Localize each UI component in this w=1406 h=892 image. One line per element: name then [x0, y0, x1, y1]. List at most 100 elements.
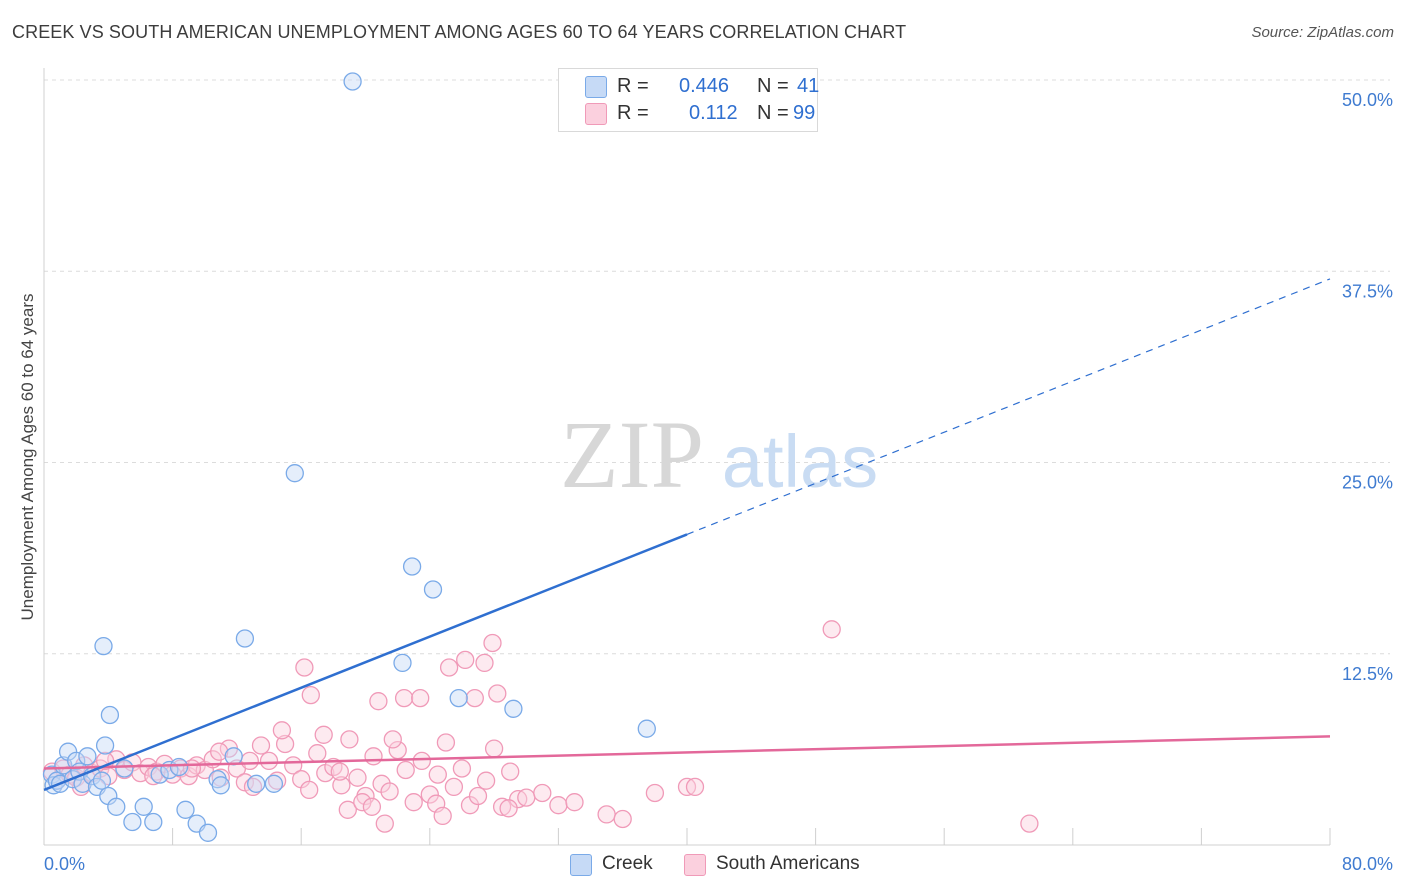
- south-americans-point: [348, 768, 367, 787]
- south-americans-point: [452, 759, 472, 778]
- n-label: N =: [757, 75, 789, 97]
- south-americans-point: [565, 793, 584, 812]
- creek-point: [169, 757, 189, 777]
- watermark-atlas: atlas: [722, 420, 878, 503]
- series-legend: Creek South Americans: [0, 852, 1406, 878]
- south-americans-point: [362, 797, 382, 816]
- south-americans-point: [465, 688, 484, 708]
- south-americans-point: [275, 734, 295, 754]
- r-value: 0.112: [689, 102, 738, 124]
- south-americans-point: [267, 771, 287, 790]
- south-americans-point: [144, 766, 163, 786]
- creek-point: [198, 823, 218, 842]
- south-americans-point: [404, 793, 423, 812]
- creek-point: [134, 797, 153, 816]
- creek-point: [504, 699, 523, 718]
- south-americans-point: [210, 742, 229, 761]
- south-americans-points: [42, 620, 1039, 833]
- grid-lines: [44, 79, 1390, 655]
- creek-point: [123, 812, 142, 832]
- south-americans-point: [380, 782, 399, 801]
- south-americans-point: [492, 797, 512, 816]
- chart-source: Source: ZipAtlas.com: [1251, 24, 1394, 41]
- south-americans-point: [300, 780, 319, 800]
- axes: [43, 68, 1331, 846]
- south-americans-point: [439, 658, 459, 677]
- south-americans-point: [613, 809, 632, 829]
- south-americans-point: [484, 739, 504, 758]
- x-tick-label-max: 80.0%: [1342, 854, 1393, 874]
- south-americans-point: [468, 786, 488, 806]
- creek-points: [42, 72, 656, 842]
- trend-lines: [43, 278, 1331, 792]
- creek-point: [67, 751, 86, 771]
- south-americans-point: [1020, 814, 1039, 833]
- south-americans-point: [272, 721, 292, 740]
- y-tick-label: 12.5%: [1342, 664, 1393, 684]
- watermark-zip: ZIP: [560, 401, 704, 508]
- creek-trend-extension: [686, 278, 1331, 535]
- creek-point: [423, 580, 443, 599]
- south-americans-point: [433, 806, 452, 826]
- south-americans-point: [501, 762, 520, 781]
- watermark: ZIP atlas: [560, 401, 878, 508]
- creek-point: [107, 797, 126, 816]
- r-label: R =: [617, 102, 649, 124]
- n-value: 99: [793, 102, 816, 124]
- south-americans-point: [685, 777, 705, 797]
- south-americans-point: [375, 814, 394, 833]
- south-americans-point: [488, 684, 507, 703]
- south-americans-point: [645, 783, 665, 803]
- south-americans-point: [549, 796, 568, 815]
- south-americans-point: [499, 799, 518, 818]
- creek-point: [224, 747, 243, 766]
- south-americans-point: [456, 650, 475, 670]
- south-americans-point: [822, 620, 841, 639]
- south-americans-point: [332, 776, 351, 795]
- creek-point: [285, 464, 304, 483]
- south-americans-point: [444, 777, 464, 797]
- legend-label-south-americans: South Americans: [716, 853, 860, 874]
- south-americans-point: [394, 688, 414, 708]
- axis-labels: 12.5% 25.0% 37.5% 50.0% 0.0% 80.0% Unemploymen…: [18, 90, 1393, 874]
- y-tick-label: 25.0%: [1342, 473, 1393, 493]
- south-americans-point: [330, 762, 349, 781]
- south-americans-point: [295, 658, 314, 677]
- creek-point: [449, 688, 468, 708]
- south-americans-point: [364, 747, 383, 766]
- creek-point: [393, 653, 412, 673]
- y-tick-label: 37.5%: [1342, 281, 1393, 301]
- south-americans-point: [251, 736, 271, 755]
- south-americans-point: [259, 751, 279, 771]
- creek-point: [95, 736, 115, 755]
- creek-legend-icon: [570, 854, 592, 876]
- south-americans-point: [353, 793, 372, 812]
- creek-point: [94, 636, 113, 656]
- creek-point: [235, 629, 255, 648]
- creek-point: [637, 719, 656, 738]
- creek-point: [100, 705, 120, 725]
- south-americans-point: [436, 733, 456, 752]
- south-americans-point: [533, 783, 552, 803]
- south-americans-point: [396, 760, 415, 780]
- y-tick-label: 50.0%: [1342, 90, 1393, 110]
- south-americans-point: [340, 730, 359, 749]
- creek-point: [264, 774, 284, 793]
- creek-point: [402, 557, 422, 576]
- creek-point: [247, 774, 266, 793]
- south-americans-point: [597, 805, 616, 824]
- south-americans-point: [308, 744, 327, 763]
- south-americans-point: [428, 765, 447, 784]
- south-americans-point: [243, 777, 263, 797]
- creek-point: [176, 800, 195, 819]
- south-americans-point: [314, 725, 333, 744]
- creek-trend-line: [43, 533, 688, 792]
- creek-point: [211, 776, 230, 795]
- south-americans-point: [369, 692, 388, 711]
- south-americans-point: [476, 771, 496, 790]
- creek-point: [78, 747, 97, 766]
- creek-point: [115, 759, 134, 778]
- south-americans-point: [420, 785, 439, 804]
- x-tick-label-min: 0.0%: [44, 854, 85, 874]
